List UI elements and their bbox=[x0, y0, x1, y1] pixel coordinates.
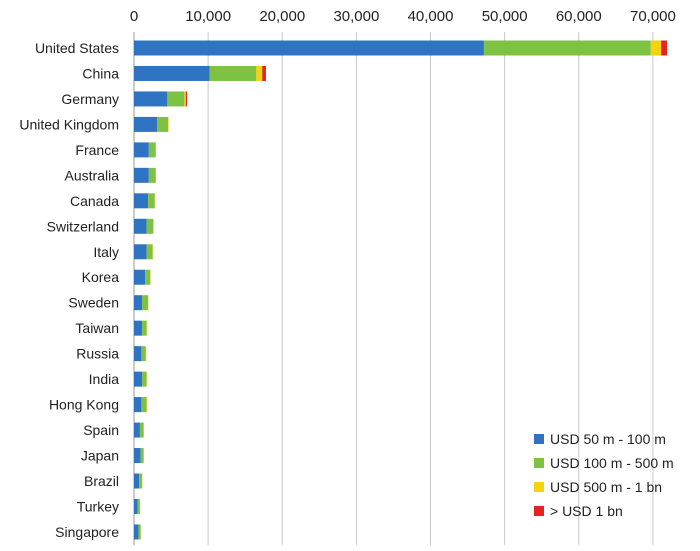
bar-segment bbox=[141, 346, 146, 362]
legend-label: USD 100 m - 500 m bbox=[550, 455, 674, 471]
bar-segment bbox=[139, 422, 144, 438]
category-label: Russia bbox=[76, 346, 119, 362]
x-tick-label: 50,000 bbox=[482, 8, 528, 25]
bar-segment bbox=[134, 498, 138, 514]
legend-label: USD 50 m - 100 m bbox=[550, 431, 666, 447]
bar-segment bbox=[134, 320, 143, 336]
bar-segment bbox=[134, 269, 146, 285]
legend-label: USD 500 m - 1 bn bbox=[550, 479, 662, 495]
bar-segment bbox=[256, 65, 263, 81]
bar-segment bbox=[209, 65, 257, 81]
category-label: Spain bbox=[83, 422, 119, 438]
category-label: Hong Kong bbox=[49, 397, 119, 413]
bar-segment bbox=[156, 116, 169, 132]
x-axis-ticks: 0 10,000 20,000 30,000 40,000 50,000 60,000 70,… bbox=[130, 8, 676, 25]
category-label: United States bbox=[35, 40, 119, 56]
category-label: France bbox=[75, 142, 119, 158]
bar-segment bbox=[134, 91, 168, 107]
bar-segment bbox=[148, 142, 156, 158]
x-tick-label: 60,000 bbox=[556, 8, 602, 25]
bar-segment bbox=[168, 116, 169, 132]
bar-segment bbox=[137, 498, 140, 514]
bar-segment bbox=[142, 371, 147, 387]
bar-segment bbox=[139, 473, 143, 489]
legend-label: > USD 1 bn bbox=[550, 503, 623, 519]
bar-segment bbox=[134, 142, 149, 158]
bar-segment bbox=[138, 524, 141, 540]
bar-segment bbox=[134, 116, 157, 132]
bar-segment bbox=[483, 40, 651, 56]
category-label: Singapore bbox=[55, 524, 119, 540]
category-label: China bbox=[82, 65, 119, 81]
category-label: Switzerland bbox=[47, 218, 119, 234]
bar-segment bbox=[134, 218, 147, 234]
legend-swatch bbox=[534, 482, 544, 492]
category-label: Sweden bbox=[68, 295, 119, 311]
bar-segment bbox=[140, 448, 144, 464]
bar-segment bbox=[262, 65, 266, 81]
bar-segment bbox=[134, 295, 143, 311]
bar-segment bbox=[142, 295, 149, 311]
x-tick-label: 0 bbox=[130, 8, 138, 25]
category-labels: United States China Germany United Kingdom F… bbox=[19, 40, 119, 540]
category-label: Japan bbox=[81, 448, 119, 464]
category-label: United Kingdom bbox=[19, 116, 119, 132]
bar-segment bbox=[134, 244, 147, 260]
legend: USD 50 m - 100 m USD 100 m - 500 m USD 500… bbox=[534, 431, 674, 519]
bar-segment bbox=[134, 473, 140, 489]
bar-segment bbox=[148, 193, 155, 209]
bar-segment bbox=[145, 269, 151, 285]
bar-segment bbox=[134, 193, 149, 209]
category-label: Brazil bbox=[84, 473, 119, 489]
legend-swatch bbox=[534, 506, 544, 516]
x-tick-label: 40,000 bbox=[408, 8, 454, 25]
bar-segment bbox=[142, 320, 147, 336]
category-label: Taiwan bbox=[75, 320, 119, 336]
bar-segment bbox=[185, 91, 188, 107]
category-label: Korea bbox=[82, 269, 120, 285]
category-label: Germany bbox=[61, 91, 119, 107]
x-tick-label: 30,000 bbox=[333, 8, 379, 25]
bar-segment bbox=[134, 346, 142, 362]
bar-segment bbox=[134, 65, 210, 81]
x-tick-label: 70,000 bbox=[630, 8, 676, 25]
bar-segment bbox=[661, 40, 668, 56]
bar-segment bbox=[650, 40, 662, 56]
x-tick-label: 10,000 bbox=[185, 8, 231, 25]
bar-segment bbox=[167, 91, 185, 107]
bar-segment bbox=[134, 524, 139, 540]
grid-lines bbox=[133, 32, 654, 545]
category-label: Turkey bbox=[77, 498, 119, 514]
bar-segment bbox=[146, 244, 153, 260]
bar-segment bbox=[134, 397, 142, 413]
bars bbox=[134, 40, 668, 540]
bar-segment bbox=[134, 422, 140, 438]
category-label: India bbox=[89, 371, 120, 387]
bar-segment bbox=[134, 167, 149, 183]
category-label: Canada bbox=[70, 193, 119, 209]
x-tick-label: 20,000 bbox=[259, 8, 305, 25]
bar-segment bbox=[134, 371, 143, 387]
bar-segment bbox=[148, 167, 156, 183]
legend-swatch bbox=[534, 458, 544, 468]
bar-segment bbox=[146, 218, 154, 234]
bar-segment bbox=[141, 397, 147, 413]
category-label: Italy bbox=[93, 244, 119, 260]
bar-segment bbox=[184, 91, 186, 107]
bar-segment bbox=[134, 40, 484, 56]
legend-swatch bbox=[534, 434, 544, 444]
bar-segment bbox=[134, 448, 141, 464]
category-label: Australia bbox=[65, 167, 120, 183]
